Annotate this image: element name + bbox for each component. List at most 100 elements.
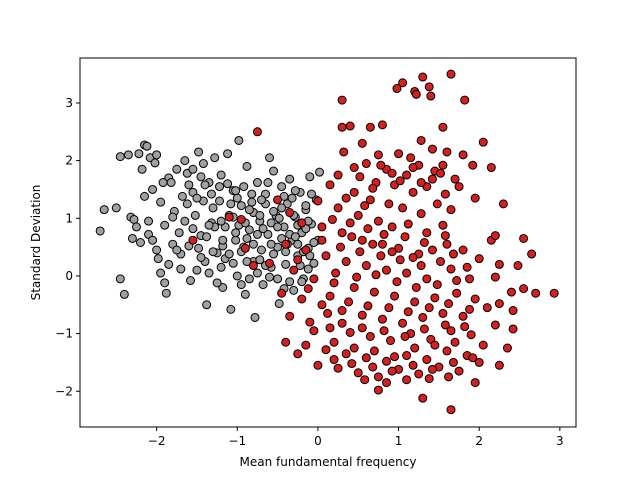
data-point bbox=[387, 366, 397, 376]
data-point bbox=[360, 201, 370, 211]
data-point bbox=[208, 247, 218, 257]
data-point bbox=[215, 196, 225, 206]
data-point bbox=[365, 331, 375, 341]
data-point bbox=[277, 203, 287, 213]
data-point bbox=[430, 293, 440, 303]
data-point bbox=[188, 164, 198, 174]
data-point bbox=[239, 182, 249, 192]
data-point bbox=[365, 122, 375, 132]
data-point bbox=[273, 222, 283, 232]
data-point bbox=[309, 258, 319, 268]
series-1 bbox=[188, 69, 559, 415]
data-point bbox=[255, 255, 265, 265]
data-point bbox=[403, 307, 413, 317]
data-point bbox=[373, 385, 383, 395]
data-point bbox=[250, 312, 260, 322]
data-point bbox=[494, 360, 504, 370]
data-point bbox=[394, 149, 404, 159]
data-point bbox=[390, 352, 400, 362]
data-point bbox=[416, 261, 426, 271]
data-point bbox=[240, 243, 250, 253]
data-point bbox=[290, 232, 300, 242]
data-point bbox=[224, 212, 234, 222]
data-point bbox=[371, 270, 381, 280]
data-point bbox=[377, 120, 387, 130]
data-point bbox=[309, 274, 319, 284]
data-point bbox=[440, 231, 450, 241]
data-point bbox=[408, 252, 418, 262]
data-point bbox=[494, 259, 504, 269]
data-point bbox=[123, 150, 133, 160]
data-point bbox=[289, 265, 299, 275]
data-point bbox=[303, 264, 313, 274]
data-point bbox=[387, 168, 397, 178]
data-point bbox=[216, 262, 226, 272]
data-point bbox=[384, 199, 394, 209]
data-point bbox=[301, 340, 311, 350]
data-point bbox=[345, 121, 355, 131]
data-point bbox=[438, 122, 448, 132]
data-point bbox=[242, 161, 252, 171]
data-point bbox=[289, 285, 299, 295]
data-point bbox=[402, 375, 412, 385]
data-point bbox=[115, 274, 125, 284]
data-point bbox=[418, 312, 428, 322]
data-point bbox=[508, 306, 518, 316]
data-point bbox=[277, 288, 287, 298]
data-point bbox=[426, 91, 436, 101]
data-point bbox=[337, 95, 347, 105]
data-point bbox=[198, 159, 208, 169]
data-point bbox=[506, 287, 516, 297]
data-point bbox=[454, 366, 464, 376]
data-point bbox=[196, 252, 206, 262]
data-point bbox=[400, 232, 410, 242]
data-point bbox=[317, 300, 327, 310]
data-point bbox=[160, 278, 170, 288]
data-point bbox=[242, 233, 252, 243]
data-point bbox=[400, 331, 410, 341]
data-point bbox=[386, 336, 395, 346]
y-axis-ticks: −2 −1 0 1 2 3 bbox=[55, 96, 80, 398]
data-point bbox=[486, 163, 496, 173]
data-point bbox=[478, 340, 488, 350]
data-point bbox=[224, 249, 234, 259]
data-point bbox=[466, 330, 476, 340]
data-point bbox=[337, 318, 347, 328]
data-point bbox=[427, 144, 437, 154]
data-point bbox=[242, 257, 252, 267]
data-point bbox=[248, 261, 258, 271]
data-point bbox=[398, 203, 408, 213]
data-point bbox=[368, 239, 378, 249]
data-point bbox=[468, 160, 478, 170]
data-point bbox=[341, 349, 351, 359]
data-point bbox=[329, 278, 339, 288]
x-tick-label: −1 bbox=[228, 434, 246, 448]
data-point bbox=[228, 258, 238, 268]
data-point bbox=[347, 359, 357, 369]
data-point bbox=[341, 257, 351, 267]
data-point bbox=[402, 351, 412, 361]
data-point bbox=[446, 405, 456, 415]
data-point bbox=[293, 255, 303, 265]
data-point bbox=[498, 199, 508, 209]
data-point bbox=[252, 127, 262, 137]
data-point bbox=[381, 356, 391, 366]
data-point bbox=[99, 205, 109, 215]
data-point bbox=[392, 277, 402, 287]
data-point bbox=[180, 216, 190, 226]
data-point bbox=[223, 149, 233, 159]
y-tick-label: 0 bbox=[65, 269, 73, 283]
x-tick-label: 3 bbox=[556, 434, 564, 448]
data-point bbox=[152, 245, 162, 255]
data-point bbox=[373, 150, 383, 160]
data-point bbox=[384, 303, 394, 313]
data-point bbox=[422, 274, 432, 284]
data-point bbox=[234, 135, 244, 145]
data-point bbox=[202, 232, 212, 242]
data-point bbox=[274, 299, 284, 309]
data-point bbox=[381, 265, 391, 275]
data-point bbox=[231, 235, 241, 245]
data-point bbox=[313, 196, 323, 206]
data-point bbox=[468, 353, 478, 363]
data-point bbox=[148, 184, 158, 194]
